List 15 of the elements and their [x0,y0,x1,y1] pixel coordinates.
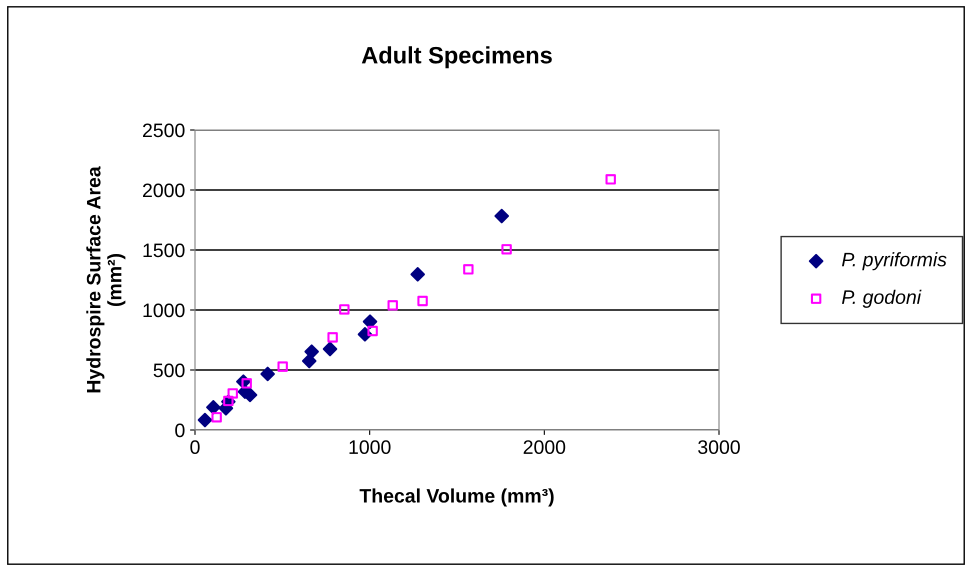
legend-label: P. godoni [842,290,922,308]
y-tick-label: 2000 [143,183,185,198]
y-tick-label: 2500 [143,123,185,138]
x-tick-label: 0 [190,440,200,454]
x-tick-label: 2000 [524,440,566,454]
y-tick-label: 1500 [144,243,185,258]
x-tick-label: 3000 [698,440,740,454]
y-axis-title: Hydrospire Surface Area (mm²) [86,166,126,392]
y-tick-label: 0 [175,423,185,438]
x-axis-title: Thecal Volume (mm³) [360,488,554,507]
y-tick-label: 500 [154,363,185,378]
x-tick-label: 1000 [350,440,391,454]
y-tick-label: 1000 [144,303,185,318]
chart-title: Adult Specimens [362,46,552,68]
legend-label: P. pyriformis [842,252,947,270]
